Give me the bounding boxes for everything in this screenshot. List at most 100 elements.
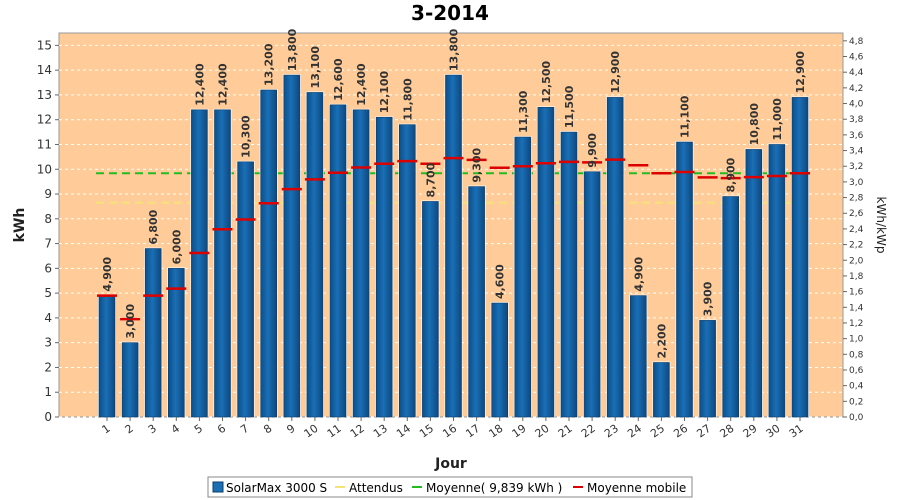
- x-tick-label: 20: [533, 422, 552, 441]
- y-tick-label: 7: [44, 237, 52, 251]
- y2-tick-label: 2,2: [849, 241, 863, 251]
- bar-value-label: 8,900: [725, 157, 738, 192]
- bar: [699, 320, 716, 418]
- bar-value-label: 13,800: [286, 28, 299, 71]
- y2-tick-label: 3,4: [849, 147, 864, 157]
- y2-tick-label: 0,8: [849, 350, 864, 360]
- bar: [260, 89, 278, 418]
- x-tick-label: 19: [510, 422, 529, 441]
- y2-tick-label: 2,0: [849, 256, 864, 266]
- bar: [375, 116, 393, 418]
- bar: [537, 107, 555, 418]
- y-tick-label: 12: [37, 113, 52, 127]
- bar-value-label: 13,800: [448, 28, 461, 71]
- y2-axis-title: kWh/kWp: [874, 197, 888, 254]
- y2-tick-label: 2,6: [849, 209, 864, 219]
- x-tick-label: 5: [192, 422, 205, 437]
- bar-value-label: 11,500: [563, 85, 576, 128]
- bar: [237, 161, 254, 418]
- y-tick-label: 3: [44, 336, 52, 350]
- x-tick-label: 10: [302, 422, 321, 441]
- bar: [583, 171, 601, 418]
- y2-tick-label: 4,6: [849, 53, 864, 63]
- x-tick-label: 12: [348, 422, 367, 441]
- y2-tick-label: 0,4: [849, 382, 864, 392]
- bar-value-label: 9,300: [471, 147, 484, 182]
- x-tick-label: 31: [787, 422, 806, 441]
- y-tick-label: 14: [37, 63, 52, 77]
- legend-label-solarmax: SolarMax 3000 S: [226, 481, 327, 495]
- y2-tick-label: 2,8: [849, 194, 864, 204]
- bar-value-label: 11,000: [771, 98, 784, 141]
- bar: [653, 362, 670, 418]
- legend: SolarMax 3000 S Attendus Moyenne( 9,839 …: [207, 476, 693, 498]
- y-tick-label: 8: [44, 212, 52, 226]
- bar-value-label: 12,400: [217, 63, 230, 106]
- bar-value-label: 12,400: [355, 63, 368, 106]
- x-tick-label: 14: [394, 422, 413, 441]
- bar: [144, 248, 162, 418]
- x-tick-label: 7: [238, 422, 251, 437]
- bar: [329, 104, 347, 418]
- bar: [468, 186, 485, 418]
- x-tick-label: 3: [146, 422, 159, 437]
- x-tick-label: 8: [261, 422, 274, 437]
- x-tick-label: 6: [215, 422, 228, 437]
- x-tick-label: 17: [463, 422, 482, 441]
- x-axis-ticks: 1 2 3 4 5 6 7 8 9 10 11 12 13 14 15 16 17 18 19 20 21 22 23 24 2…: [100, 417, 806, 440]
- bar-value-label: 3,900: [702, 281, 715, 316]
- bar: [352, 109, 370, 418]
- y-tick-label: 13: [37, 88, 52, 102]
- x-tick-label: 28: [717, 422, 736, 441]
- y2-tick-label: 2,4: [849, 225, 864, 235]
- y2-tick-label: 3,2: [849, 162, 863, 172]
- y2-tick-label: 1,0: [849, 335, 864, 345]
- bar-value-label: 12,600: [332, 58, 345, 101]
- bar: [168, 268, 185, 418]
- bar-value-label: 10,300: [240, 115, 253, 158]
- bar-value-label: 8,700: [424, 162, 437, 197]
- bar-value-label: 12,100: [378, 70, 391, 113]
- bar-value-label: 6,800: [147, 209, 160, 244]
- legend-label-moyenne-mobile: Moyenne mobile: [587, 481, 686, 495]
- y2-tick-label: 0,2: [849, 397, 863, 407]
- y2-tick-label: 1,4: [849, 303, 864, 313]
- y-tick-label: 1: [44, 385, 52, 399]
- bar-value-label: 13,200: [263, 43, 276, 86]
- bar: [445, 74, 462, 418]
- bar: [745, 149, 763, 418]
- y-tick-label: 0: [44, 410, 52, 424]
- bar-value-label: 4,600: [494, 264, 507, 299]
- x-tick-label: 11: [325, 422, 344, 441]
- y2-tick-label: 4,8: [849, 37, 864, 47]
- bar-value-label: 3,000: [124, 304, 137, 339]
- bar: [606, 97, 624, 418]
- bar-value-label: 4,900: [101, 256, 114, 291]
- x-tick-label: 30: [764, 422, 783, 441]
- y2-tick-label: 3,0: [849, 178, 864, 188]
- x-tick-label: 4: [169, 422, 182, 437]
- x-tick-label: 29: [741, 422, 760, 441]
- x-tick-label: 24: [625, 422, 644, 441]
- bar: [283, 74, 301, 418]
- bar-value-label: 11,300: [517, 90, 530, 133]
- bar: [514, 136, 532, 418]
- x-tick-label: 9: [284, 422, 297, 437]
- bar-value-label: 9,900: [586, 133, 599, 168]
- legend-label-attendus: Attendus: [349, 481, 403, 495]
- bar: [98, 295, 116, 418]
- bar-value-label: 12,900: [794, 51, 807, 94]
- x-tick-label: 25: [648, 422, 667, 441]
- y2-tick-label: 3,6: [849, 131, 864, 141]
- x-tick-label: 13: [371, 422, 390, 441]
- x-tick-label: 16: [440, 422, 459, 441]
- x-tick-label: 22: [579, 422, 598, 441]
- y2-tick-label: 4,4: [849, 68, 864, 78]
- legend-box: [207, 476, 693, 498]
- y2-tick-label: 0,0: [849, 413, 864, 423]
- bar-value-label: 11,100: [679, 95, 692, 138]
- y2-tick-label: 4,0: [849, 100, 864, 110]
- bar: [214, 109, 231, 418]
